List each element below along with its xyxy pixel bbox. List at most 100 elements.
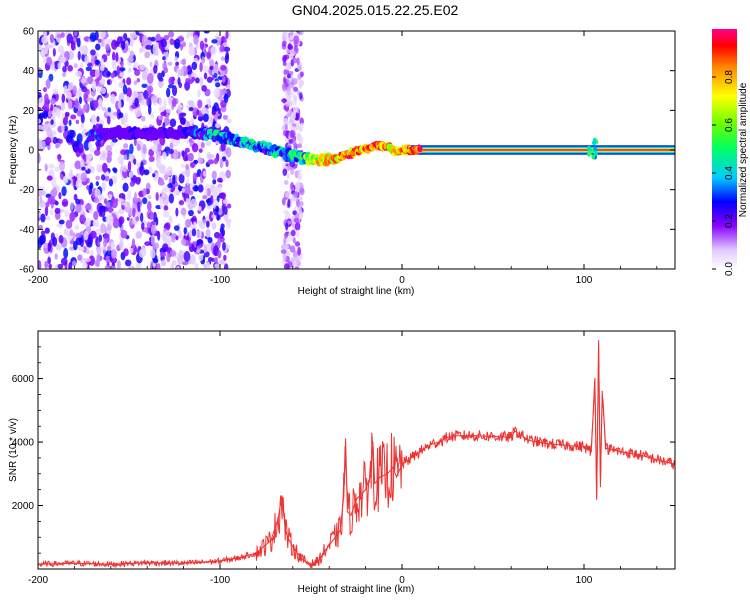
spectrogram-noise-blob — [57, 153, 61, 162]
snr-data-point — [288, 539, 290, 542]
spectrogram-noise-blob — [207, 159, 214, 165]
spectrogram-noise-blob — [180, 238, 187, 246]
spectrogram-noise-blob — [46, 175, 53, 181]
spectrogram-noise-blob — [38, 152, 41, 163]
spectrogram-noise-blob — [57, 263, 64, 269]
spectrogram-noise-blob — [212, 179, 217, 185]
spectrogram-noise-blob — [46, 127, 53, 138]
spectrogram-noise-blob — [100, 78, 106, 86]
spectrogram-noise-blob — [50, 119, 54, 125]
spectrogram-y-axis-label: Frequency (Hz) — [8, 116, 19, 185]
spectrogram-noise-blob — [52, 136, 58, 144]
spectrogram-noise-blob — [168, 76, 174, 86]
spectrogram-noise-blob — [100, 174, 106, 181]
spectrogram-noise-blob — [281, 197, 286, 206]
spectrogram-noise-blob — [175, 207, 179, 217]
spectrogram-noise-blob — [118, 216, 125, 225]
spectrogram-noise-blob — [111, 51, 116, 62]
spectrogram-noise-blob — [134, 97, 139, 107]
spectrogram-noise-blob — [47, 110, 52, 118]
snr-data-point — [255, 552, 257, 554]
spectrogram-noise-blob — [116, 65, 120, 76]
snr-data-point — [528, 439, 531, 442]
spectrogram-noise-blob — [141, 70, 148, 81]
spectrogram-noise-blob — [122, 84, 128, 95]
spectrogram-noise-blob — [120, 60, 124, 68]
snr-data-point — [374, 482, 376, 484]
spectrogram-noise-blob — [217, 250, 222, 259]
spectrogram-noise-blob — [41, 36, 49, 44]
spectrogram-noise-blob — [203, 72, 208, 80]
spectrogram-noise-blob — [148, 155, 155, 163]
spectrogram-noise-blob — [72, 232, 76, 240]
spectrogram-noise-blob — [288, 122, 293, 129]
spectrogram-noise-blob — [159, 115, 164, 121]
spectrogram-noise-blob — [101, 106, 107, 112]
spectrogram-noise-blob — [226, 203, 232, 209]
spectrogram-noise-blob — [163, 117, 170, 126]
spectrogram-noise-blob — [287, 44, 294, 50]
spectrogram-noise-blob — [133, 80, 138, 86]
spectrogram-noise-blob — [290, 31, 294, 36]
spectrogram-noise-blob — [169, 118, 177, 128]
spectrogram-noise-blob — [156, 158, 162, 167]
spectrogram-noise-blob — [106, 79, 111, 85]
spectrogram-noise-blob — [110, 265, 116, 269]
spectrogram-noise-blob — [211, 222, 217, 230]
spectrogram-noise-blob — [295, 182, 301, 190]
spectrogram-noise-blob — [158, 77, 164, 82]
spectrogram-noise-blob — [58, 219, 65, 225]
spectrogram-noise-blob — [188, 209, 194, 217]
spectrogram-noise-blob — [294, 221, 301, 231]
spectrogram-noise-blob — [183, 251, 191, 262]
snr-y-tick-label: 6000 — [12, 374, 35, 385]
spectrogram-noise-blob — [51, 186, 58, 198]
spectrogram-noise-blob — [166, 253, 171, 263]
spectrogram-noise-blob — [123, 33, 128, 40]
spectrogram-noise-blob — [206, 51, 212, 60]
spectrogram-tonal-band — [402, 149, 675, 151]
spectrogram-ridge-blob — [587, 150, 592, 156]
spectrogram-noise-blob — [223, 263, 229, 269]
spectrogram-noise-blob — [153, 64, 158, 74]
snr-data-point — [410, 457, 412, 459]
spectrogram-ridge-blob — [593, 146, 598, 152]
spectrogram-noise-blob — [288, 138, 294, 144]
spectrogram-noise-blob — [83, 257, 91, 263]
spectrogram-noise-blob — [94, 188, 101, 198]
spectrogram-noise-blob — [72, 260, 77, 267]
spectrogram-noise-blob — [162, 169, 167, 176]
spectrogram-noise-blob — [183, 227, 187, 235]
spectrogram-noise-blob — [50, 130, 57, 136]
spectrogram-noise-blob — [95, 228, 102, 235]
spectrogram-noise-blob — [52, 88, 59, 95]
spectrogram-noise-blob — [109, 215, 114, 226]
spectrogram-noise-blob — [225, 169, 231, 179]
spectrogram-noise-blob — [146, 221, 152, 229]
spectrogram-noise-blob — [124, 259, 132, 267]
spectrogram-noise-blob — [39, 47, 46, 57]
snr-data-point — [339, 530, 341, 532]
spectrogram-noise-blob — [145, 39, 153, 46]
spectrogram-noise-blob — [209, 195, 214, 205]
spectrogram-noise-blob — [166, 87, 171, 98]
spectrogram-noise-blob — [107, 150, 113, 157]
spectrogram-noise-blob — [60, 101, 66, 111]
spectrogram-noise-blob — [110, 256, 118, 264]
spectrogram-noise-blob — [145, 44, 153, 50]
spectrogram-noise-blob — [199, 76, 204, 88]
spectrogram-noise-blob — [176, 265, 180, 269]
spectrogram-noise-blob — [76, 37, 81, 48]
spectrogram-noise-blob — [45, 216, 51, 221]
spectrogram-noise-blob — [284, 123, 288, 131]
spectrogram-noise-blob — [103, 198, 108, 205]
spectrogram-noise-blob — [100, 58, 105, 68]
spectrogram-noise-blob — [162, 151, 167, 160]
spectrogram-noise-layer — [38, 31, 305, 269]
spectrogram-noise-blob — [48, 195, 56, 205]
spectrogram-noise-blob — [91, 116, 97, 124]
spectrogram-noise-blob — [215, 205, 220, 213]
spectrogram-noise-blob — [108, 178, 114, 187]
spectrogram-noise-blob — [97, 85, 101, 93]
